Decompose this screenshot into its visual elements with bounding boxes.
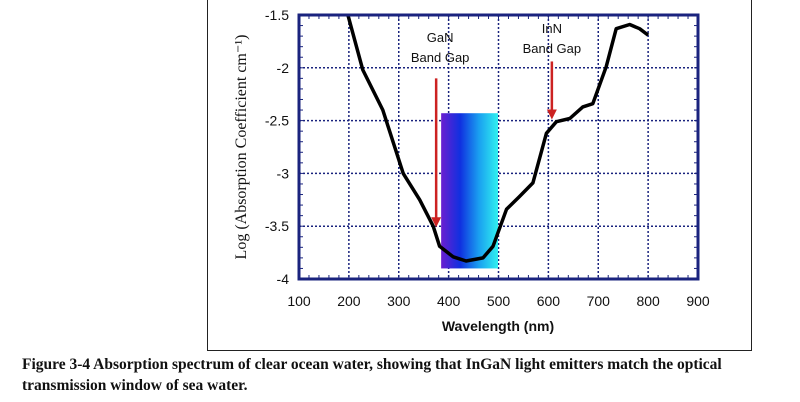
y-tick-label: -3: [277, 165, 290, 181]
x-tick-label: 600: [537, 293, 561, 309]
spectrum-band: [441, 113, 499, 269]
x-tick-label: 500: [487, 293, 511, 309]
absorption-curve: [346, 14, 650, 263]
x-tick-label: 700: [587, 293, 611, 309]
y-tick-label: -2.5: [265, 113, 289, 129]
y-tick-label: -4: [277, 271, 290, 287]
y-tick-label: -2: [277, 60, 290, 76]
x-tick-label: 400: [437, 293, 461, 309]
figure-frame: [207, 0, 752, 351]
annotation-band-gap: Band Gap: [523, 41, 582, 56]
x-tick-label: 900: [686, 293, 710, 309]
annotation-material: InN: [542, 21, 562, 36]
x-tick-label: 800: [636, 293, 660, 309]
annotation-band-gap: Band Gap: [411, 50, 470, 65]
x-tick-label: 300: [387, 293, 411, 309]
x-axis-label: Wavelength (nm): [442, 318, 554, 334]
annotation-material: GaN: [427, 30, 454, 45]
arrow-head-icon: [431, 217, 442, 228]
x-tick-label: 100: [287, 293, 311, 309]
y-axis-label: Log (Absorption Coefficient cm⁻¹): [233, 35, 250, 260]
arrow-head-icon: [546, 109, 557, 120]
absorption-chart: GaN Band Gap InN Band Gap 100 200 300 400 500 60…: [233, 7, 710, 334]
x-tick-label: 200: [337, 293, 361, 309]
figure-caption: Figure 3-4 Absorption spectrum of clear …: [22, 356, 722, 394]
y-tick-label: -1.5: [265, 7, 289, 23]
y-tick-label: -3.5: [265, 218, 289, 234]
plot-area-border: [297, 13, 700, 281]
